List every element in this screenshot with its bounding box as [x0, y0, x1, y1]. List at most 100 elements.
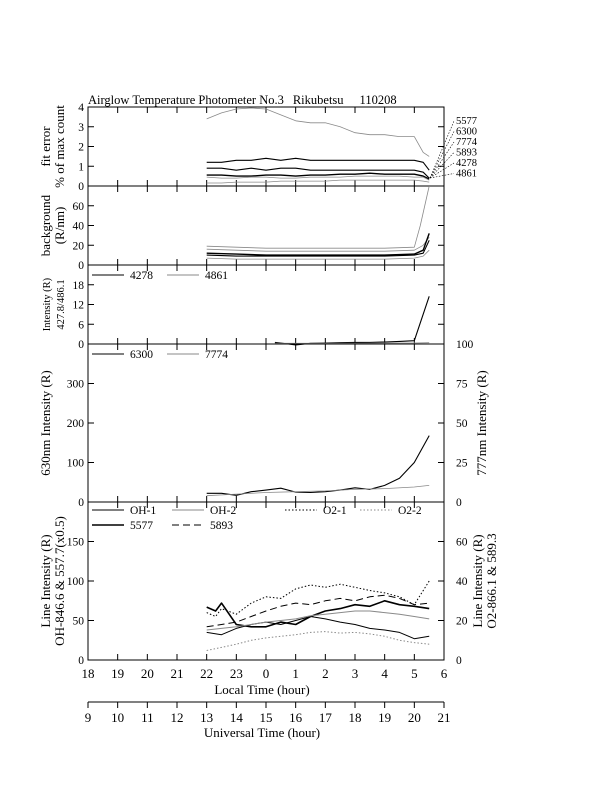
series-O2-2	[206, 631, 430, 651]
wavelength-leader	[429, 141, 455, 179]
local-time-tick-label: 6	[441, 666, 448, 681]
y-tick-label: 0	[78, 339, 84, 351]
y-axis-label: fit error	[38, 126, 53, 167]
y-axis-label: % of max count	[52, 105, 67, 188]
y-tick-label: 100	[67, 458, 85, 470]
y-tick-label: 100	[67, 576, 85, 588]
time-axes: 18 19 20 21 22 23 0 1 2 3 4 5 69 10 11 12 13 14 15 16 17 18 19…	[82, 666, 451, 725]
panel-frame	[87, 185, 445, 266]
series-line-2	[206, 167, 430, 179]
universal-time-tick-label: 12	[171, 710, 184, 725]
legend-label: 7774	[205, 349, 228, 361]
series-4278	[274, 296, 430, 346]
wavelength-leader	[429, 120, 455, 179]
legend-label: OH-1	[130, 505, 156, 517]
y-tick-label: 300	[67, 379, 85, 391]
wavelength-label: 5893	[456, 148, 477, 159]
panel-background: 0 20 40 60 background (R/nm)	[38, 185, 445, 272]
title-instrument: Airglow Temperature Photometer No.3	[88, 93, 284, 107]
universal-time-tick-label: 10	[111, 710, 124, 725]
series-line-2	[206, 233, 430, 256]
y-tick-label-right: 25	[456, 458, 468, 470]
universal-time-tick-label: 19	[378, 710, 391, 725]
wavelength-label: 4861	[456, 169, 477, 180]
series-line-4	[206, 175, 430, 181]
y-tick-label: 0	[78, 181, 84, 193]
local-time-tick-label: 4	[381, 666, 388, 681]
legend-label: O2-1	[323, 505, 347, 517]
series-line-0	[206, 107, 430, 157]
title-date: 110208	[360, 93, 397, 107]
series-line-4	[206, 249, 430, 260]
local-time-tick-label: 5	[411, 666, 418, 681]
y-tick-label-right: 20	[456, 616, 468, 628]
local-time-tick-label: 1	[292, 666, 299, 681]
legend-label: 4861	[205, 270, 228, 282]
y-tick-label: 18	[73, 280, 85, 292]
universal-time-tick-label: 21	[438, 710, 451, 725]
y-tick-label: 150	[67, 537, 85, 549]
y-tick-label: 3	[78, 122, 84, 134]
universal-time-tick-label: 17	[319, 710, 333, 725]
universal-time-tick-label: 11	[141, 710, 154, 725]
y-axis-label: OH-846.6 & 557.7(x0.5)	[52, 516, 67, 646]
y-axis-label-right: O2-866.1 & 589.3	[484, 533, 499, 628]
y-axis-label: background	[38, 194, 53, 256]
y-tick-label-right: 75	[456, 379, 468, 391]
y-tick-label: 0	[78, 260, 84, 272]
panel-intensity_6300_7774: 0 100 200 300 0 25 50 75 100 630nm Intensity (R) 7…	[38, 339, 489, 509]
series-line-5	[206, 179, 430, 184]
universal-time-tick-label: 14	[230, 710, 244, 725]
local-time-tick-label: 3	[352, 666, 359, 681]
y-tick-label: 50	[73, 616, 85, 628]
panel-intensity_4278_4861: 0 6 12 18 Intensity (R) 427.8/486.1 4278 4861	[42, 264, 445, 351]
legend-label: OH-2	[210, 505, 236, 517]
y-axis-label: (R/nm)	[52, 207, 67, 245]
wavelength-label: 4278	[456, 158, 477, 169]
series-line-1	[206, 157, 430, 171]
y-tick-label: 20	[73, 240, 85, 252]
local-time-tick-label: 23	[230, 666, 243, 681]
universal-time-tick-label: 15	[260, 710, 273, 725]
local-time-tick-label: 22	[200, 666, 213, 681]
universal-time-tick-label: 13	[200, 710, 213, 725]
y-tick-label: 2	[78, 142, 84, 154]
local-time-tick-label: 18	[82, 666, 95, 681]
y-axis-label: Line Intensity (R)	[38, 534, 53, 627]
figure-title: Airglow Temperature Photometer No.3 Rikub…	[88, 93, 397, 107]
wavelength-label: 6300	[456, 127, 477, 138]
series-OH-1	[206, 616, 430, 640]
series-7774	[206, 485, 430, 497]
y-tick-label-right: 60	[456, 537, 468, 549]
legend-label: 4278	[130, 270, 153, 282]
y-tick-label-right: 100	[456, 339, 474, 351]
y-tick-label-right: 0	[456, 655, 462, 667]
series-OH-2	[206, 610, 430, 631]
y-tick-label-right: 50	[456, 418, 468, 430]
local-time-tick-label: 20	[141, 666, 154, 681]
y-tick-label: 6	[78, 319, 84, 331]
panel-frame	[87, 343, 445, 503]
y-tick-label: 40	[73, 221, 85, 233]
series-line-1	[206, 237, 430, 252]
legend-label: 5893	[210, 520, 233, 532]
local-time-tick-label: 19	[111, 666, 124, 681]
wavelength-leader	[429, 173, 455, 179]
y-tick-label: 4	[78, 102, 84, 114]
title-station: Rikubetsu	[293, 93, 344, 107]
series-line-3	[206, 172, 430, 180]
series-6300	[206, 435, 430, 496]
series-4861	[274, 342, 430, 344]
y-tick-label: 200	[67, 418, 85, 430]
legend-label: O2-2	[398, 505, 422, 517]
series-O2-1	[206, 580, 430, 617]
y-axis-label: 630nm Intensity (R)	[38, 370, 53, 475]
series-line-3	[206, 240, 430, 257]
wavelength-label: 5577	[456, 116, 477, 127]
y-tick-label: 0	[78, 655, 84, 667]
local-time-tick-label: 21	[171, 666, 184, 681]
y-axis-label-right: 777nm Intensity (R)	[474, 370, 489, 475]
